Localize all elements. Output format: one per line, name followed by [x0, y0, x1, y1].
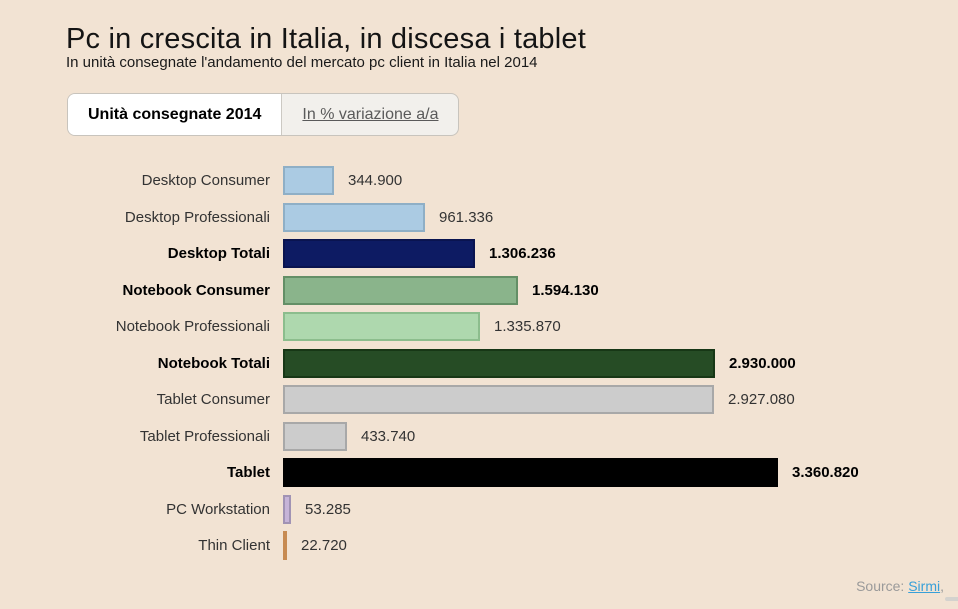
chart-row: Notebook Consumer 1.594.130: [66, 275, 946, 305]
value-label: 2.927.080: [728, 391, 795, 408]
tab-variazione-percentuale[interactable]: In % variazione a/a: [302, 106, 439, 123]
chart-row: Tablet Professionali 433.740: [66, 421, 946, 451]
bar: [283, 166, 334, 195]
value-label: 1.594.130: [532, 281, 599, 299]
bar: [283, 421, 347, 451]
value-label: 1.306.236: [489, 245, 556, 262]
category-label: Desktop Totali: [167, 245, 270, 262]
page-title: Pc in crescita in Italia, in discesa i t…: [66, 23, 586, 56]
bar: [283, 312, 480, 341]
tab-group: Unità consegnate 2014 In % variazione a/…: [67, 93, 460, 136]
value-label: 2.930.000: [729, 354, 796, 372]
value-label: 433.740: [361, 427, 416, 445]
source-line: Source: Sirmi,: [856, 578, 944, 594]
bar: [283, 494, 291, 524]
category-label: Notebook Totali: [157, 354, 270, 372]
chart-row: Notebook Totali 2.930.000: [66, 348, 946, 378]
chart-row: Tablet Consumer 2.927.080: [66, 385, 946, 414]
chart-row: Desktop Professionali 961.336: [66, 202, 946, 232]
bar: [283, 348, 715, 378]
source-prefix: Source:: [856, 578, 905, 594]
bar-chart: Desktop Consumer 344.900 Desktop Professio…: [66, 166, 946, 568]
category-label: Desktop Professionali: [124, 208, 270, 226]
category-label: Notebook Professionali: [115, 318, 270, 335]
bar: [283, 275, 518, 305]
value-label: 961.336: [439, 208, 494, 226]
bar: [283, 531, 287, 560]
category-label: Tablet Consumer: [156, 391, 270, 408]
bar: [283, 202, 425, 232]
source-link[interactable]: Sirmi: [908, 578, 941, 594]
bar: [283, 385, 714, 414]
chart-row: Notebook Professionali 1.335.870: [66, 312, 946, 341]
value-label: 3.360.820: [792, 464, 859, 481]
chart-row: Thin Client 22.720: [66, 531, 946, 560]
chart-row: PC Workstation 53.285: [66, 494, 946, 524]
source-suffix: ,: [940, 578, 944, 594]
scrollbar-fragment[interactable]: [945, 597, 958, 601]
bar: [283, 239, 475, 268]
category-label: Notebook Consumer: [122, 281, 270, 299]
category-label: PC Workstation: [166, 500, 270, 518]
value-label: 53.285: [305, 500, 351, 518]
chart-row: Desktop Totali 1.306.236: [66, 239, 946, 268]
value-label: 22.720: [301, 537, 347, 554]
chart-row: Tablet 3.360.820: [66, 458, 946, 487]
bar: [283, 458, 778, 487]
category-label: Tablet: [226, 464, 270, 481]
chart-subtitle: In unità consegnate l'andamento del merc…: [66, 54, 538, 71]
value-label: 344.900: [348, 172, 403, 189]
category-label: Desktop Consumer: [141, 172, 270, 189]
value-label: 1.335.870: [494, 318, 561, 335]
chart-row: Desktop Consumer 344.900: [66, 166, 946, 195]
category-label: Tablet Professionali: [139, 427, 270, 445]
category-label: Thin Client: [198, 537, 270, 554]
tab-unita-consegnate[interactable]: Unità consegnate 2014: [68, 94, 283, 135]
